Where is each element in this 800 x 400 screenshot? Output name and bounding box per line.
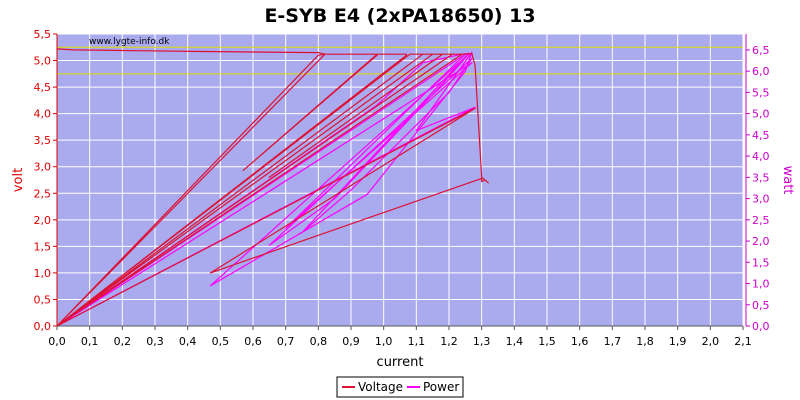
x-tick-label: 0,6: [244, 335, 262, 348]
right-tick-label: 3,5: [752, 171, 770, 184]
x-tick-label: 0,0: [48, 335, 66, 348]
x-tick-label: 0,3: [146, 335, 164, 348]
x-tick-label: 1,1: [408, 335, 426, 348]
x-tick-label: 0,5: [212, 335, 230, 348]
x-tick-label: 0,7: [277, 335, 295, 348]
left-tick-label: 0,5: [34, 293, 52, 306]
legend: Voltage Power: [336, 376, 464, 398]
right-tick-label: 2,0: [752, 235, 770, 248]
left-tick-label: 1,0: [34, 267, 52, 280]
left-tick-label: 2,5: [34, 187, 52, 200]
reference-lines: [57, 46, 743, 75]
left-axis-ticks: 0,0 0,5 1,0 1,5 2,0 2,5 3,0 3,5 4,0 4,5 5,0 5,5: [34, 28, 57, 333]
x-tick-label: 1,6: [571, 335, 589, 348]
right-tick-label: 4,0: [752, 150, 770, 163]
right-axis-ticks: 0,0 0,5 1,0 1,5 2,0 2,5 3,0 3,5 4,0 4,5 5,0 5,5 6,0 6…: [746, 44, 770, 333]
x-tick-label: 1,8: [636, 335, 654, 348]
x-tick-label: 0,8: [310, 335, 328, 348]
x-tick-label: 2,1: [734, 335, 752, 348]
right-tick-label: 5,0: [752, 108, 770, 121]
right-tick-label: 4,5: [752, 129, 770, 142]
series-line-voltage: [56, 48, 489, 327]
x-tick-label: 0,4: [179, 335, 197, 348]
chart-title: E-SYB E4 (2xPA18650) 13: [264, 5, 535, 27]
left-tick-label: 3,5: [34, 134, 52, 147]
x-tick-label: 2,0: [702, 335, 720, 348]
x-tick-label: 0,9: [342, 335, 360, 348]
x-tick-label: 1,2: [440, 335, 458, 348]
x-tick-label: 1,5: [538, 335, 556, 348]
x-tick-label: 1,4: [506, 335, 524, 348]
watermark: www.lygte-info.dk: [89, 37, 170, 47]
left-tick-label: 5,0: [34, 55, 52, 68]
x-tick-label: 0,2: [114, 335, 132, 348]
right-tick-label: 1,0: [752, 278, 770, 291]
right-tick-label: 0,0: [752, 320, 770, 333]
x-tick-label: 1,9: [669, 335, 687, 348]
legend-box: [336, 376, 464, 398]
right-tick-label: 5,5: [752, 86, 770, 99]
right-tick-label: 2,5: [752, 214, 770, 227]
left-tick-label: 4,0: [34, 108, 52, 121]
y-axis-label-left: volt: [11, 168, 26, 192]
left-tick-label: 0,0: [34, 320, 52, 333]
x-tick-label: 1,7: [604, 335, 622, 348]
y-axis-label-right: watt: [780, 166, 795, 195]
left-tick-label: 2,0: [34, 214, 52, 227]
right-tick-label: 0,5: [752, 299, 770, 312]
x-tick-label: 1,3: [473, 335, 491, 348]
right-tick-label: 3,0: [752, 193, 770, 206]
x-axis-label: current: [377, 355, 424, 370]
legend-label-power: Power: [423, 380, 459, 394]
right-tick-label: 1,5: [752, 256, 770, 269]
series-layer: [56, 48, 489, 327]
left-tick-label: 1,5: [34, 240, 52, 253]
left-tick-label: 4,5: [34, 81, 52, 94]
legend-label-voltage: Voltage: [358, 380, 403, 394]
plot-area: [57, 34, 743, 326]
x-tick-label: 1,0: [375, 335, 393, 348]
left-tick-label: 5,5: [34, 28, 52, 41]
left-tick-label: 3,0: [34, 161, 52, 174]
right-tick-label: 6,0: [752, 65, 770, 78]
right-tick-label: 6,5: [752, 44, 770, 57]
x-tick-label: 0,1: [81, 335, 99, 348]
x-axis-ticks: 0,0 0,1 0,2 0,3 0,4 0,5 0,6 0,7 0,8 0,9 1,0 1,1 1,2 1…: [48, 326, 752, 348]
